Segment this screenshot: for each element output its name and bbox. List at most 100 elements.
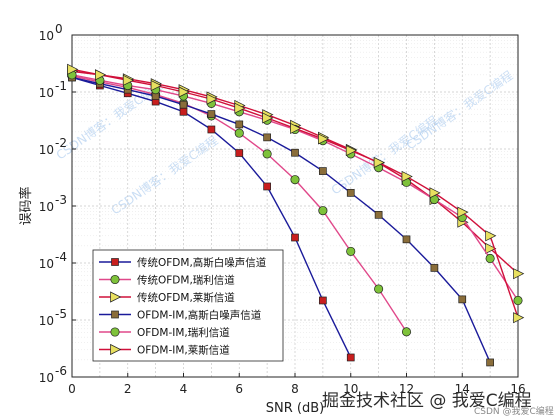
data-point bbox=[485, 253, 495, 264]
data-point bbox=[95, 69, 107, 81]
data-point bbox=[402, 235, 411, 244]
data-point bbox=[262, 149, 272, 159]
x-tick-label: 8 bbox=[291, 382, 299, 396]
legend-entry: OFDM-IM,瑞利信道 bbox=[99, 326, 230, 339]
data-point bbox=[206, 93, 218, 105]
data-point bbox=[346, 353, 355, 362]
data-point bbox=[430, 264, 439, 272]
y-tick-exponent: -5 bbox=[55, 307, 67, 321]
data-point bbox=[235, 149, 244, 157]
data-point bbox=[458, 295, 467, 304]
x-axis-label: SNR (dB) bbox=[266, 401, 324, 416]
data-point bbox=[67, 63, 79, 75]
data-point bbox=[346, 246, 356, 256]
legend-label: OFDM-IM,瑞利信道 bbox=[137, 326, 230, 339]
data-point bbox=[429, 187, 441, 199]
data-point bbox=[290, 175, 300, 185]
data-point bbox=[373, 156, 385, 169]
data-point bbox=[291, 233, 299, 242]
data-point bbox=[513, 268, 525, 280]
y-tick-label: 10 bbox=[39, 314, 54, 328]
data-point bbox=[401, 327, 412, 337]
x-tick-label: 0 bbox=[68, 382, 76, 396]
data-point bbox=[374, 210, 383, 219]
legend-label: 传统OFDM,莱斯信道 bbox=[137, 291, 235, 304]
watermark-layer: CSDN博客：我爱C编程 CSDN博客：我爱C编程 CSDN博客：我爱C编程 C… bbox=[53, 68, 515, 218]
legend-marker bbox=[110, 343, 122, 356]
y-tick-exponent: -4 bbox=[55, 250, 67, 264]
x-tick-label: 6 bbox=[235, 382, 243, 396]
legend-marker bbox=[110, 327, 120, 337]
y-tick-label: 10 bbox=[39, 143, 54, 157]
data-point bbox=[457, 206, 469, 218]
data-point bbox=[318, 206, 328, 216]
y-axis-label: 误码率 bbox=[18, 186, 34, 225]
data-point bbox=[263, 133, 271, 142]
data-point bbox=[262, 112, 274, 124]
data-point bbox=[179, 100, 188, 109]
data-point bbox=[318, 133, 330, 145]
legend-label: 传统OFDM,高斯白噪声信道 bbox=[137, 256, 267, 269]
data-point bbox=[485, 230, 497, 242]
y-tick-label: 10 bbox=[39, 257, 54, 271]
data-point bbox=[401, 170, 413, 183]
watermark: CSDN博客：我爱C编程 bbox=[403, 68, 515, 153]
data-point bbox=[319, 296, 327, 305]
y-tick-exponent: -6 bbox=[55, 364, 67, 378]
data-point bbox=[513, 312, 525, 324]
legend-label: 传统OFDM,瑞利信道 bbox=[137, 274, 235, 287]
legend-entry: 传统OFDM,瑞利信道 bbox=[99, 274, 235, 287]
data-point bbox=[235, 120, 244, 129]
watermark: CSDN博客：我爱C编程 bbox=[53, 78, 165, 163]
y-tick-exponent: 0 bbox=[55, 22, 63, 36]
data-point bbox=[291, 148, 299, 157]
data-point bbox=[122, 74, 135, 86]
data-point bbox=[319, 167, 327, 175]
y-tick-exponent: -2 bbox=[55, 136, 67, 150]
series-layer bbox=[67, 63, 525, 367]
data-point bbox=[207, 110, 216, 118]
y-tick-label: 10 bbox=[39, 371, 54, 385]
x-tick-label: 4 bbox=[180, 382, 188, 396]
watermark: CSDN博客：我爱C编程 bbox=[108, 133, 220, 218]
y-tick-exponent: -3 bbox=[55, 193, 67, 207]
legend-entry: 传统OFDM,高斯白噪声信道 bbox=[99, 256, 267, 269]
legend-marker bbox=[111, 258, 119, 266]
data-point bbox=[485, 242, 497, 255]
x-tick-label: 14 bbox=[455, 382, 470, 396]
legend-label: OFDM-IM,高斯白噪声信道 bbox=[137, 309, 262, 322]
data-point bbox=[150, 79, 162, 92]
footer-subcaption: CSDN @我爱C编程 bbox=[474, 407, 554, 417]
data-point bbox=[234, 102, 246, 114]
data-point bbox=[345, 144, 358, 157]
y-tick-label: 10 bbox=[39, 29, 54, 43]
data-point bbox=[346, 189, 355, 197]
data-point bbox=[178, 86, 190, 98]
data-point bbox=[290, 122, 302, 134]
data-point bbox=[374, 284, 384, 294]
data-point bbox=[234, 128, 244, 138]
legend-entry: OFDM-IM,莱斯信道 bbox=[99, 344, 230, 357]
y-tick-label: 10 bbox=[39, 200, 54, 214]
data-point bbox=[207, 125, 216, 134]
data-point bbox=[513, 295, 523, 306]
data-point bbox=[486, 358, 494, 367]
y-tick-exponent: -1 bbox=[55, 79, 67, 93]
legend-entry: OFDM-IM,高斯白噪声信道 bbox=[99, 309, 262, 322]
series-4 bbox=[68, 73, 494, 367]
legend-box bbox=[92, 249, 284, 362]
legend-label: OFDM-IM,莱斯信道 bbox=[137, 344, 230, 357]
x-tick-label: 2 bbox=[124, 382, 132, 396]
legend-marker bbox=[110, 291, 122, 303]
legend-entry: 传统OFDM,莱斯信道 bbox=[99, 291, 235, 304]
data-point bbox=[179, 107, 188, 116]
series-6 bbox=[67, 63, 525, 324]
x-tick-label: 16 bbox=[510, 382, 525, 396]
legend-marker bbox=[111, 310, 119, 319]
watermark: CSDN博客：我爱C编程 bbox=[328, 113, 440, 198]
y-tick-label: 10 bbox=[39, 86, 54, 100]
